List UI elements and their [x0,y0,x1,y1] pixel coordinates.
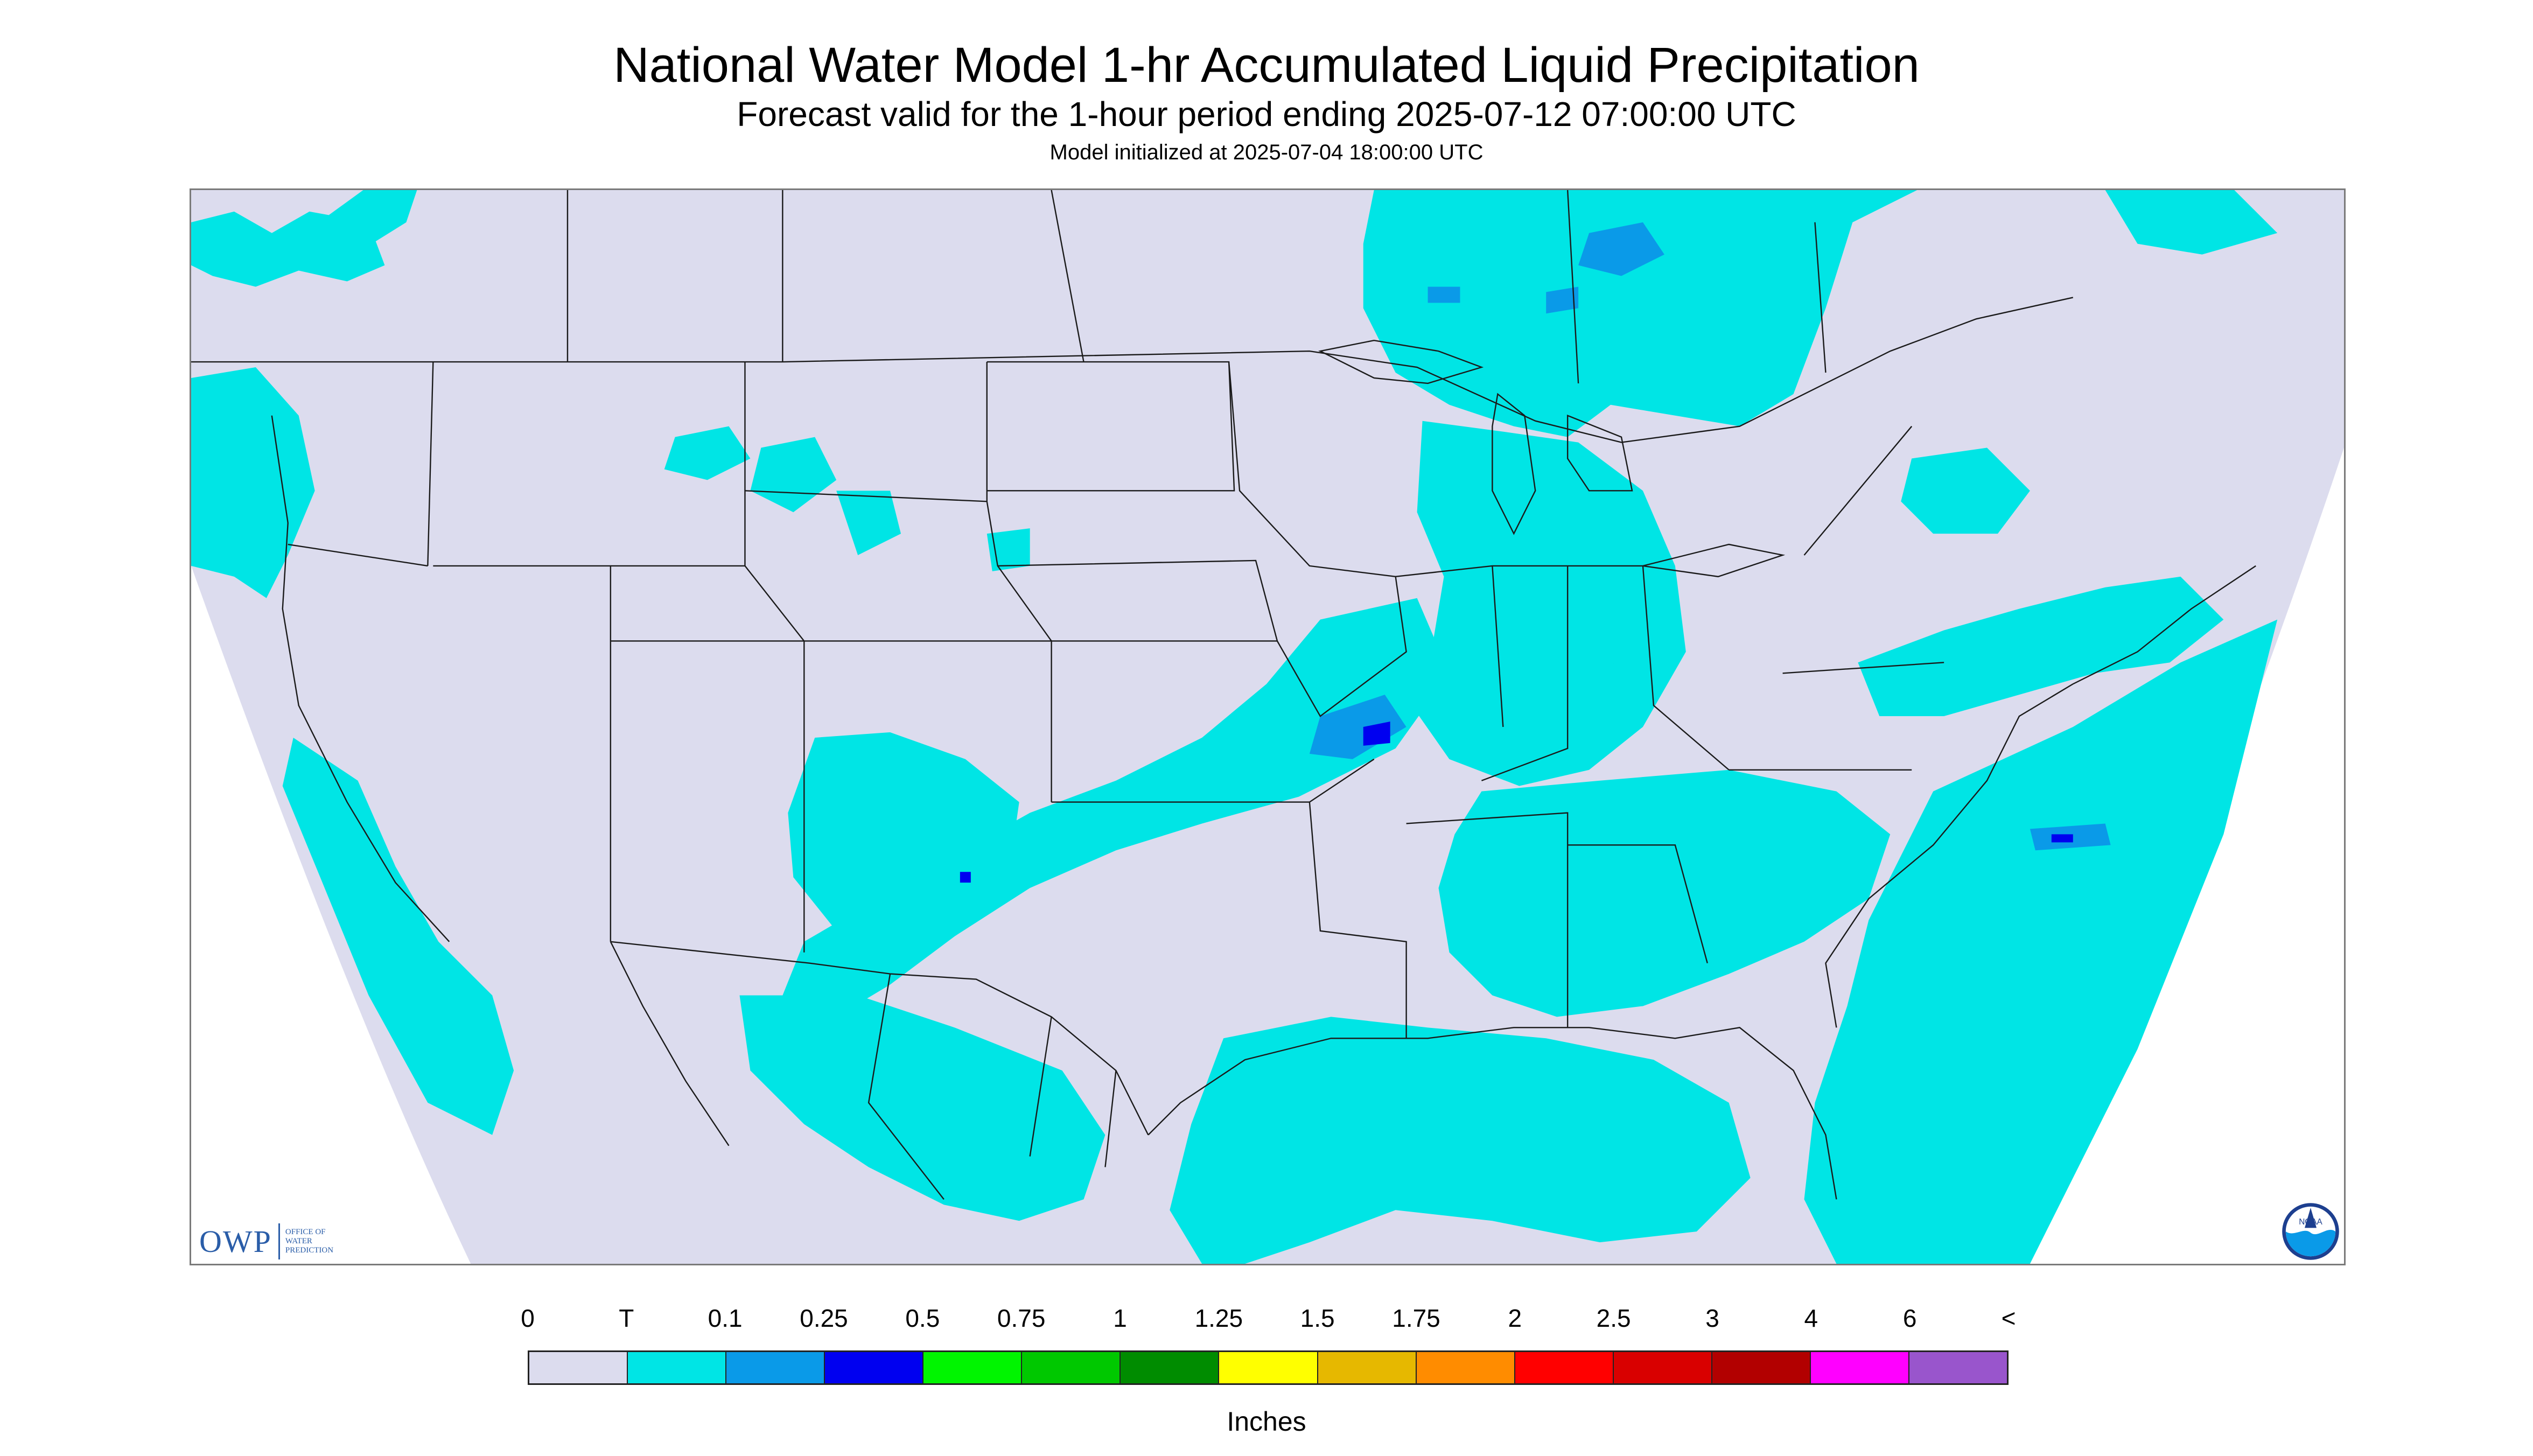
east-coast [1825,565,2256,1028]
owp-logo-mark: OWP [199,1223,280,1259]
legend-swatch [1712,1352,1811,1383]
precip-kansas-cell [1309,695,1407,759]
lake-michigan [1492,393,1536,535]
precip-northeast [1858,576,2224,717]
legend-tick-label: 1.75 [1392,1304,1440,1332]
legend-swatch [1022,1352,1121,1383]
lake-superior [1318,339,1484,384]
precip-ontario-cell [1578,222,1664,276]
precip-bc-north [304,190,417,249]
noaa-logo: NOAA [2282,1203,2339,1260]
precip-trace-areas [191,190,2278,1264]
legend-swatch [1810,1352,1909,1383]
precip-wyoming-cell [836,491,901,555]
legend-swatch [1515,1352,1614,1383]
precip-pacific-nw [191,367,315,598]
legend-tick-label: 0 [521,1304,535,1332]
precip-wyoming-cell-2 [986,528,1030,571]
mexico-state-borders [867,974,1117,1200]
legend-tick-label: 4 [1804,1304,1818,1332]
legend-tick-label: 1.25 [1194,1304,1243,1332]
noaa-logo-wave [2285,1230,2336,1257]
lake-huron [1566,414,1633,492]
precip-atlantic-core [2051,834,2073,843]
precip-southwest [788,732,1019,942]
precip-gulf [1170,1017,1751,1264]
conus-map-svg [191,190,2344,1264]
legend-tick-label: 0.5 [905,1304,940,1332]
outside-domain-right [2003,447,2344,1264]
west-coast [271,415,450,942]
legend-swatch [1121,1352,1220,1383]
map-boundaries [191,190,2256,1200]
baja-coast [610,941,730,1146]
precip-mexico [739,995,1105,1221]
state-borders-northeast [1729,425,1944,771]
legend-tick-label: < [2001,1304,2016,1332]
legend-swatch [825,1352,924,1383]
lake-erie [1642,543,1786,578]
precip-quebec [1901,447,2030,534]
noaa-logo-text: NOAA [2299,1217,2322,1227]
legend-swatch [529,1352,628,1383]
legend-tick-label: 0.25 [800,1304,848,1332]
legend-swatch [1909,1352,2007,1383]
owp-logo-text: Office of Water Prediction [280,1228,333,1255]
precip-superior-cell [1428,286,1460,303]
legend-swatch [1219,1352,1318,1383]
legend-swatch [1416,1352,1515,1383]
precip-quebec-north [2105,190,2278,255]
state-borders-east-central [1395,565,1730,781]
precip-ontario [1363,190,1918,437]
precip-atlantic [1804,619,2278,1264]
legend-swatch [628,1352,727,1383]
legend-swatch [726,1352,825,1383]
legend-tick-label: 1 [1113,1304,1127,1332]
owp-logo-line-1: Office of [285,1227,326,1236]
legend-swatch [1613,1352,1712,1383]
precip-nm-core [960,872,971,883]
owp-logo-line-2: Water [285,1236,312,1245]
precip-light-blue-areas [1309,222,2111,851]
precip-blue-areas [960,722,2073,883]
model-init-time: Model initialized at 2025-07-04 18:00:00… [1049,141,1484,164]
legend-tick-label: 0.75 [997,1304,1046,1332]
precip-ca-offshore [282,737,514,1135]
legend-tick-label: T [619,1304,634,1332]
owp-logo: OWP Office of Water Prediction [199,1222,333,1260]
us-canada-border [191,297,2074,443]
legend-unit: Inches [1227,1406,1306,1437]
legend-tick-label: 0.1 [708,1304,743,1332]
legend-labels: 0 T 0.1 0.25 0.5 0.75 1 1.25 1.5 1.75 2 2.5 3 4 6 < [0,1303,2533,1335]
state-borders-dakotas [986,361,1278,642]
legend-tick-label: 2 [1508,1304,1522,1332]
legend-tick-label: 3 [1705,1304,1719,1332]
noaa-logo-bird [2305,1208,2317,1228]
legend-swatch [1318,1352,1417,1383]
legend-tick-label: 6 [1902,1304,1917,1332]
precip-southeast [1438,769,1891,1017]
legend-tick-label: 1.5 [1300,1304,1335,1332]
state-borders-south [1309,802,1708,1039]
precip-ontario-cell-2 [1546,286,1579,314]
precip-montana-cell [664,426,751,480]
legend-tick-label: 2.5 [1596,1304,1631,1332]
precip-michigan [1471,512,1622,717]
outside-domain-left [191,565,471,1264]
forecast-valid-subtitle: Forecast valid for the 1-hour period end… [737,95,1796,134]
precip-kansas-core [1363,722,1390,746]
canada-province-borders [566,190,1827,383]
precip-gulf-east [1589,1102,1729,1210]
owp-logo-line-3: Prediction [285,1245,334,1255]
map-title: National Water Model 1-hr Accumulated Li… [613,38,1920,93]
precipitation-map [190,188,2346,1265]
legend-swatch [923,1352,1023,1383]
gulf-coast [1147,1027,1837,1200]
legend-colorbar [528,1350,2009,1385]
